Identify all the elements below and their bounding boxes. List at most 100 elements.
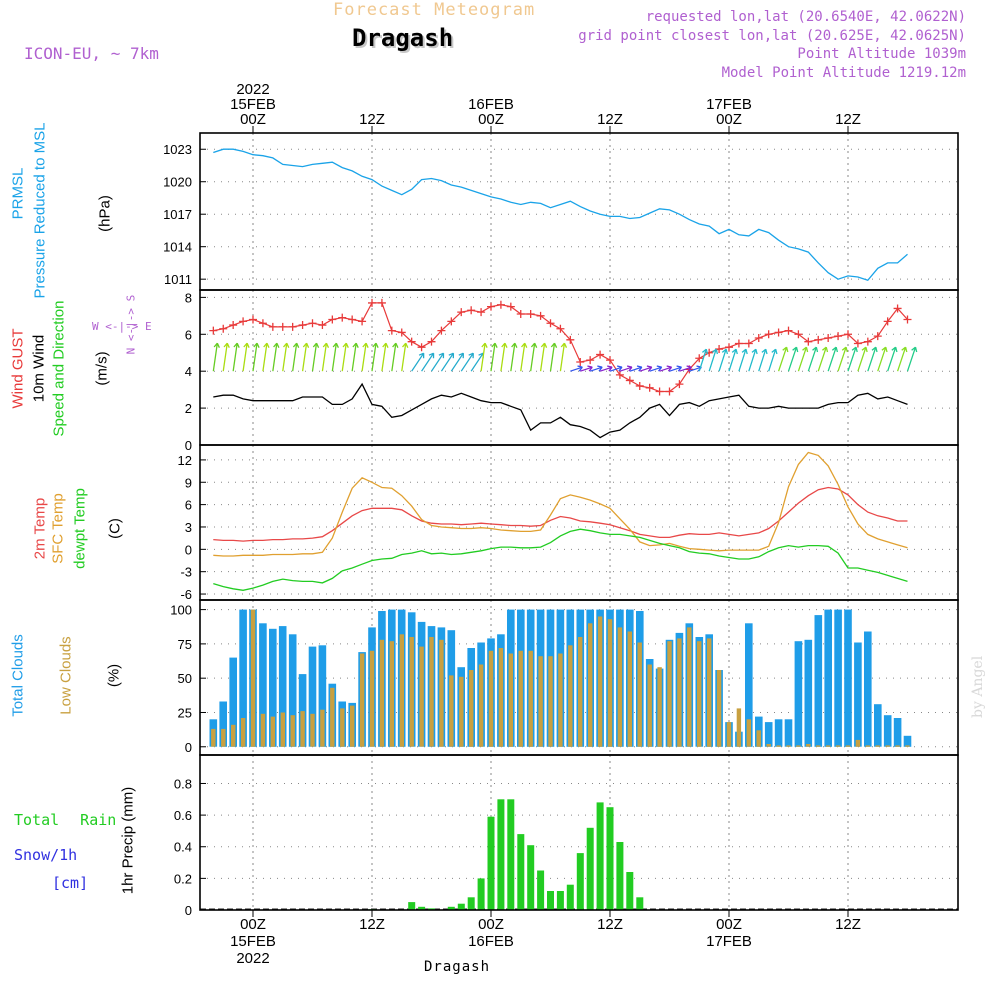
gust-marker [258, 319, 267, 328]
wind-arrow [391, 343, 397, 372]
gust-marker [824, 333, 833, 342]
low-cloud-bar [845, 745, 851, 747]
bottom-time-label: 12Z [359, 916, 385, 933]
wind-arrow [708, 348, 717, 372]
low-cloud-bar [340, 708, 345, 747]
total-cloud-bar [298, 674, 307, 747]
wind-arrow [500, 343, 506, 372]
wind-arrow [817, 346, 827, 372]
wind-arrow-head [213, 342, 220, 348]
ytick-label: 1020 [163, 175, 192, 190]
low-cloud-bar [885, 745, 890, 747]
rain-bar [457, 903, 465, 910]
wind-arrow [797, 346, 808, 372]
gust-marker [338, 313, 347, 322]
top-time-label: 12Z [359, 111, 385, 128]
wind-arrow-head [438, 352, 445, 359]
gust-marker [625, 376, 634, 385]
low-cloud-bar [280, 712, 285, 747]
wind-arrow [738, 348, 747, 372]
wind-arrow-head [243, 342, 250, 348]
total-cloud-bar [774, 719, 783, 747]
wind-arrow-head [302, 342, 310, 348]
low-cloud-bar [409, 637, 414, 747]
rain-bar [517, 834, 525, 910]
low-cloud-bar [469, 670, 474, 747]
wind-arrow-head [223, 342, 230, 348]
wind-arrow [282, 343, 288, 372]
wind-arrow-head [741, 348, 748, 355]
wind-arrow-head [851, 346, 858, 353]
gust-marker [536, 311, 545, 320]
model-label: ICON-EU, ~ 7km [24, 44, 159, 63]
low-cloud-bar [389, 641, 394, 747]
gust-marker [229, 321, 238, 330]
gust-marker [496, 300, 505, 309]
ytick-label: 9 [185, 475, 192, 490]
panel-wind [200, 290, 958, 445]
wind-arrow-head [372, 342, 379, 348]
wind-arrow-head [607, 365, 613, 372]
low-cloud-bar [508, 653, 513, 747]
wind-arrow [331, 343, 337, 372]
wind-arrow-head [721, 348, 729, 355]
rain-bar [467, 897, 475, 910]
temp-2m-line [213, 486, 908, 542]
wind-arrow-head [481, 342, 488, 348]
wind-arrow [698, 348, 707, 372]
low-cloud-bar [746, 719, 751, 747]
wind-arrow [619, 366, 633, 372]
wind-arrow-head [831, 346, 839, 353]
wind-arrow-head [233, 342, 240, 348]
wind-arrow [787, 346, 798, 372]
total-cloud-bar [239, 609, 247, 747]
ytick-label: 1014 [163, 240, 192, 255]
requested-coords: requested lon,lat (20.6540E, 42.0622N) [645, 9, 966, 25]
top-time-label: 00Z [716, 111, 742, 128]
wind-arrow [549, 343, 556, 372]
wind-arrow-head [530, 342, 538, 348]
low-cloud-bar [399, 634, 404, 747]
wind-arrow-head [550, 342, 558, 348]
low-cloud-bar [756, 730, 761, 747]
low-cloud-bar [865, 745, 870, 747]
wind-arrow-head [491, 342, 498, 348]
low-cloud-bar [736, 708, 742, 747]
gust-marker [883, 317, 892, 326]
wind-arrow [292, 343, 298, 372]
ytick-label: 0.4 [174, 840, 192, 855]
wind-arrow [599, 366, 613, 372]
gust-marker [417, 343, 426, 352]
wind-arrow [520, 343, 526, 372]
ytick-label: 25 [178, 705, 192, 720]
low-cloud-bar [231, 724, 236, 747]
wind-arrow [321, 343, 328, 372]
gust-marker [556, 324, 565, 333]
low-cloud-bar [786, 745, 791, 747]
low-cloud-bar [498, 648, 504, 747]
wind-arrow-head [812, 346, 819, 353]
gust-marker [734, 339, 743, 348]
wind-arrow [748, 348, 757, 372]
total-cloud-bar [269, 628, 277, 747]
wind-arrow [440, 352, 454, 372]
bottom-time-label: 15FEB [230, 933, 276, 950]
gust-marker [318, 321, 327, 330]
wind-speed-line [213, 382, 908, 439]
top-time-label: 15FEB [230, 96, 276, 113]
rain-bar [408, 902, 416, 910]
wind-arrow [639, 366, 652, 372]
total-cloud-bar [219, 701, 227, 747]
wind-arrow [510, 343, 516, 372]
pressure-line [213, 148, 908, 282]
low-cloud-bar [875, 745, 880, 747]
gust-marker [596, 350, 605, 359]
rain-bar [497, 799, 505, 910]
gust-marker [397, 328, 406, 337]
low-cloud-bar [726, 722, 732, 747]
low-cloud-bar [905, 745, 910, 747]
wind-arrow [669, 366, 682, 372]
ytick-label: 6 [185, 327, 192, 342]
gust-marker [903, 315, 912, 324]
